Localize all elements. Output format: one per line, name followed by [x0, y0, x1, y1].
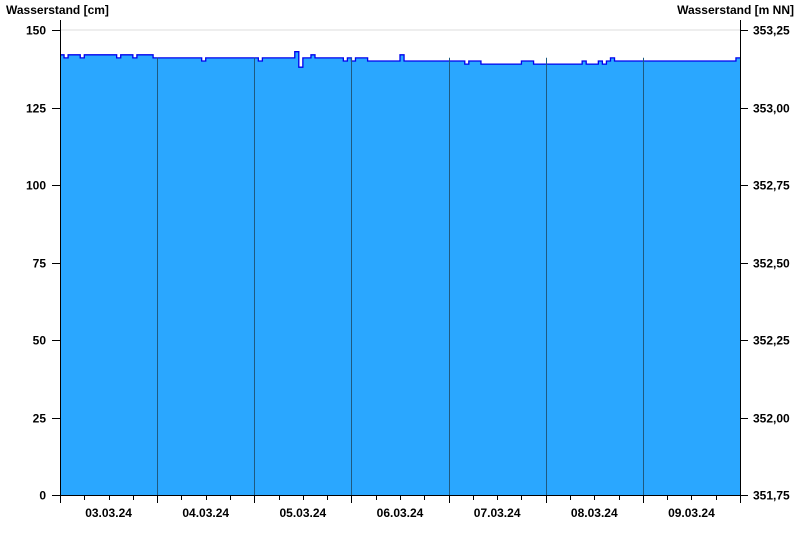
- x-tick-label: 04.03.24: [182, 506, 229, 520]
- y-tick-label-right: 353,00: [753, 102, 790, 116]
- y-tick-label-right: 353,25: [753, 24, 790, 38]
- axes: 0 351,75 25 352,00 50 352,25 75 352,50 100 352,75…: [26, 20, 790, 520]
- y-tick-label-left: 125: [26, 102, 46, 116]
- y-tick-label-right: 352,00: [753, 412, 790, 426]
- area-fill: [60, 51, 740, 495]
- y-tick-label-left: 50: [33, 334, 47, 348]
- y-tick-label-right: 352,75: [753, 179, 790, 193]
- y-tick-label-left: 100: [26, 179, 46, 193]
- y-tick-label-left: 75: [33, 257, 47, 271]
- y-tick-label-right: 352,50: [753, 257, 790, 271]
- y-tick-label-right: 351,75: [753, 489, 790, 503]
- plot-area: [60, 51, 740, 495]
- x-tick-label: 09.03.24: [668, 506, 715, 520]
- series-line: [60, 51, 740, 68]
- x-tick-label: 05.03.24: [279, 506, 326, 520]
- y-axis-label-left: Wasserstand [cm]: [6, 3, 109, 17]
- y-axis-label-right: Wasserstand [m NN]: [677, 3, 794, 17]
- y-tick-label-left: 0: [39, 489, 46, 503]
- y-tick-label-left: 150: [26, 24, 46, 38]
- x-tick-label: 07.03.24: [474, 506, 521, 520]
- x-tick-label: 06.03.24: [377, 506, 424, 520]
- y-tick-label-left: 25: [33, 412, 47, 426]
- x-tick-label: 03.03.24: [85, 506, 132, 520]
- y-tick-label-right: 352,25: [753, 334, 790, 348]
- x-tick-label: 08.03.24: [571, 506, 618, 520]
